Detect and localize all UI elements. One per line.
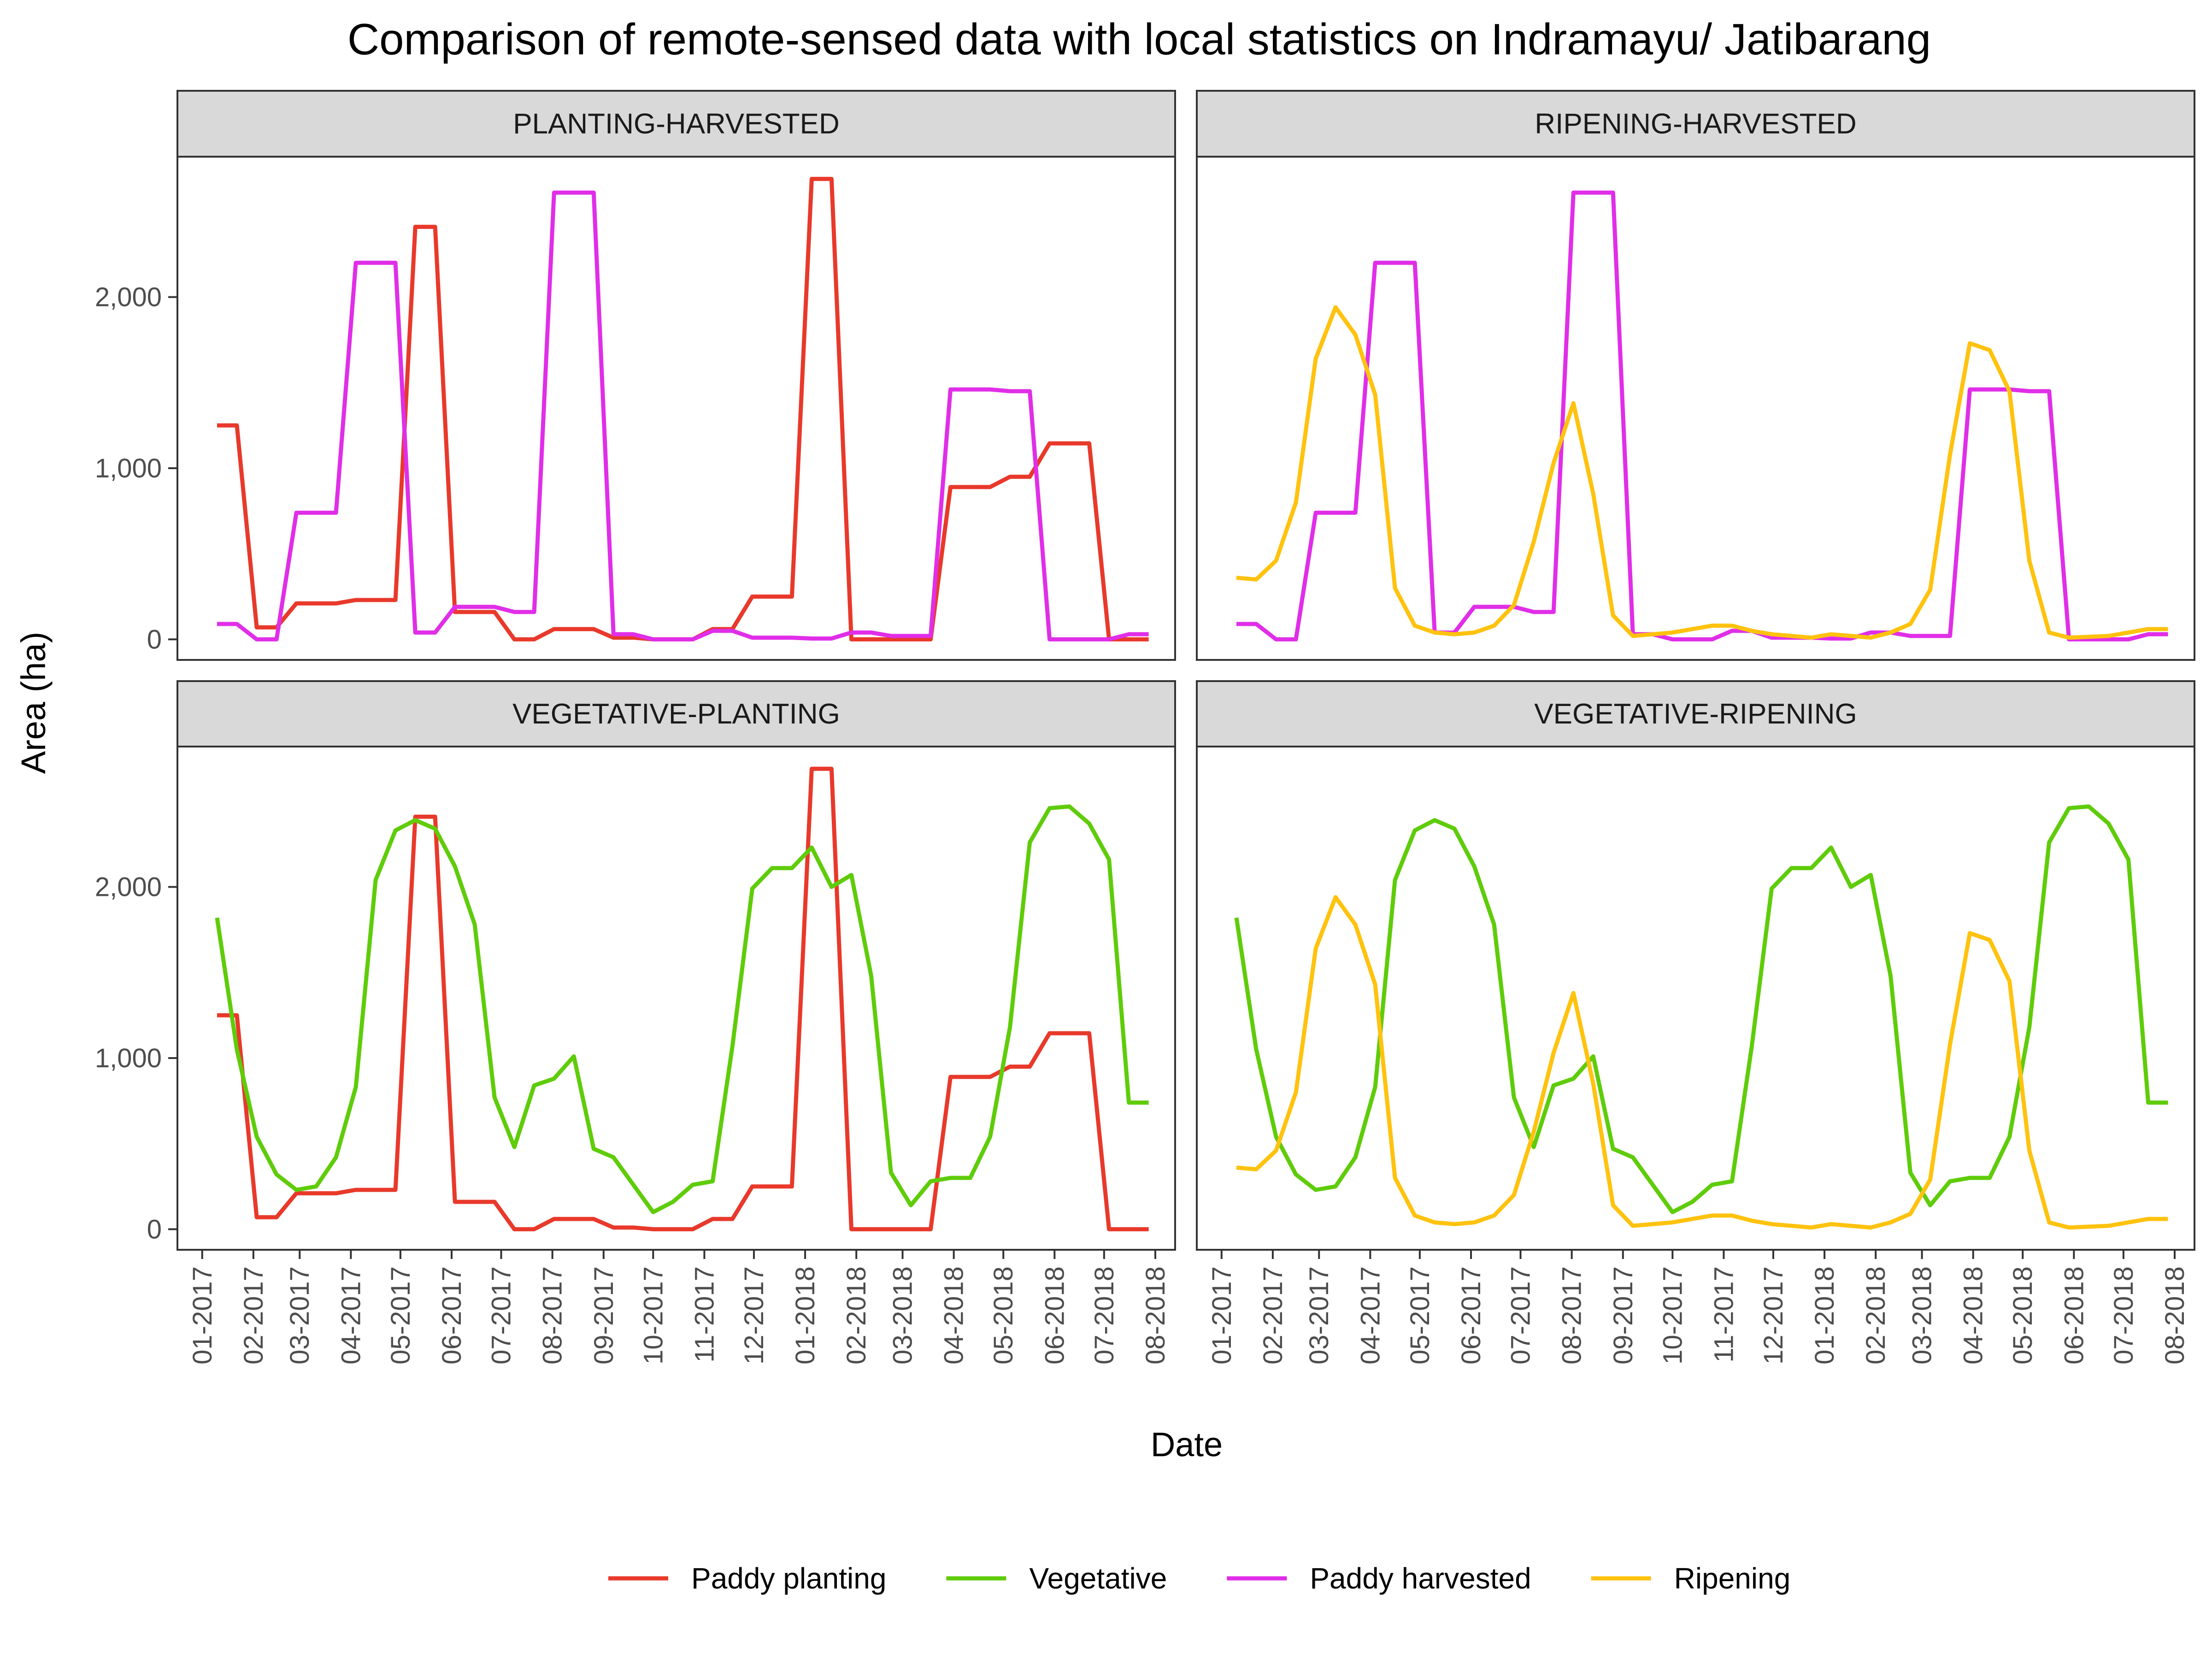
strip-background [176,680,1176,747]
x-tick-label: 06-2018 [2059,1266,2089,1365]
series-line-paddy-harvested [217,190,1149,641]
x-tick-label: 01-2018 [1810,1266,1840,1365]
x-tick-label: 01-2017 [188,1266,218,1365]
strip-background [1196,90,2195,158]
x-tick-label: 07-2017 [487,1266,517,1365]
x-tick-label: 07-2018 [2109,1266,2139,1365]
strip-label: VEGETATIVE-RIPENING [1534,698,1857,730]
x-tick-label: 12-2017 [1759,1266,1788,1365]
plot-area [1197,157,2194,660]
strip-label: RIPENING-HARVESTED [1535,108,1856,140]
plot-area [177,747,1175,1250]
series-line-ripening [1236,305,2168,640]
x-tick-label: 08-2018 [1141,1266,1171,1365]
x-tick-label: 02-2017 [239,1266,269,1365]
x-tick-label: 11-2017 [1709,1266,1739,1363]
y-tick-label: 1,000 [95,1043,162,1073]
series-line-paddy-planting [217,766,1149,1231]
panel-planting-harvested: PLANTING-HARVESTED 0 1,000 2,000 [95,90,1176,661]
facet-panels: PLANTING-HARVESTED 0 1,000 2,000 RIPENING-HA… [95,90,2195,1365]
y-tick-label: 1,000 [95,453,162,483]
x-tick-label: 09-2017 [1608,1266,1638,1365]
x-tick-label: 10-2017 [638,1266,668,1365]
x-tick-label: 01-2018 [790,1266,820,1365]
legend-item-paddy-planting: Paddy planting [608,1562,886,1595]
strip-background [176,90,1176,158]
panel-vegetative-planting: VEGETATIVE-PLANTING 0 1,000 2,000 01-2017 02-… [95,680,1176,1365]
legend-label: Ripening [1674,1562,1791,1595]
legend-label: Paddy planting [691,1562,886,1595]
x-tick-label: 04-2018 [1959,1266,1988,1365]
panel-border [176,156,1176,661]
x-tick-label: 09-2017 [589,1266,619,1365]
legend-item-paddy-harvested: Paddy harvested [1227,1562,1531,1595]
series-line-vegetative [1234,804,2168,1214]
x-tick-label: 10-2017 [1658,1266,1688,1365]
x-tick-label: 12-2017 [739,1266,769,1365]
x-tick-label: 07-2017 [1506,1266,1536,1365]
series-line-paddy-harvested [1236,190,2168,641]
panel-ripening-harvested: RIPENING-HARVESTED [1196,90,2195,661]
x-tick-label: 05-2018 [2008,1266,2038,1365]
series-line-ripening [1236,895,2168,1230]
strip-label: PLANTING-HARVESTED [513,108,840,140]
x-tick-label: 03-2018 [1907,1266,1937,1365]
panel-border [1196,746,2195,1251]
legend-item-vegetative: Vegetative [946,1562,1167,1595]
x-tick-label: 03-2018 [888,1266,918,1365]
x-tick-label: 04-2017 [336,1266,366,1365]
x-axis-title: Date [1151,1425,1223,1464]
x-tick-label: 02-2017 [1258,1266,1288,1365]
x-tick-label: 06-2017 [437,1266,467,1365]
y-axis-title: Area (ha) [14,632,53,774]
y-tick-label: 0 [147,1214,162,1244]
panel-border [1196,156,2195,661]
legend-label: Vegetative [1029,1562,1167,1595]
x-tick-label: 05-2018 [988,1266,1018,1365]
legend-label: Paddy harvested [1310,1562,1531,1595]
x-tick-label: 02-2018 [1861,1266,1891,1365]
panel-vegetative-ripening: VEGETATIVE-RIPENING 01-2017 02-2017 03-2017… [1196,680,2195,1365]
x-tick-label: 01-2017 [1207,1266,1237,1365]
plot-area [177,157,1175,660]
x-tick-label: 08-2017 [538,1266,568,1365]
panel-border [176,746,1176,1251]
x-tick-label: 02-2018 [841,1266,871,1365]
series-line-vegetative [215,804,1149,1214]
x-tick-label: 04-2018 [939,1266,969,1365]
x-tick-label: 08-2017 [1557,1266,1587,1365]
strip-background [1196,680,2195,747]
x-tick-label: 04-2017 [1355,1266,1385,1365]
legend-item-ripening: Ripening [1591,1562,1791,1595]
y-tick-label: 2,000 [95,282,162,312]
x-tick-label: 08-2018 [2160,1266,2190,1365]
x-tick-label: 06-2017 [1456,1266,1486,1365]
y-tick-label: 2,000 [95,872,162,902]
x-tick-label: 11-2017 [689,1266,719,1363]
x-tick-label: 06-2018 [1040,1266,1070,1365]
x-tick-label: 05-2017 [1405,1266,1435,1365]
x-tick-label: 07-2018 [1089,1266,1119,1365]
plot-area [1197,747,2194,1250]
y-tick-label: 0 [147,624,162,654]
chart-title: Comparison of remote-sensed data with lo… [347,15,1931,64]
x-tick-label: 03-2017 [285,1266,315,1365]
strip-label: VEGETATIVE-PLANTING [512,698,840,730]
legend: Paddy planting Vegetative Paddy harvested R… [608,1562,1790,1595]
x-tick-label: 05-2017 [386,1266,416,1365]
x-tick-label: 03-2017 [1304,1266,1334,1365]
